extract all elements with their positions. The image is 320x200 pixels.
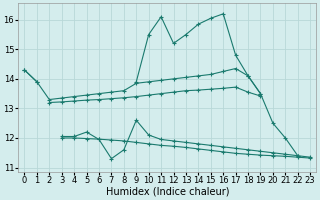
X-axis label: Humidex (Indice chaleur): Humidex (Indice chaleur) (106, 187, 229, 197)
